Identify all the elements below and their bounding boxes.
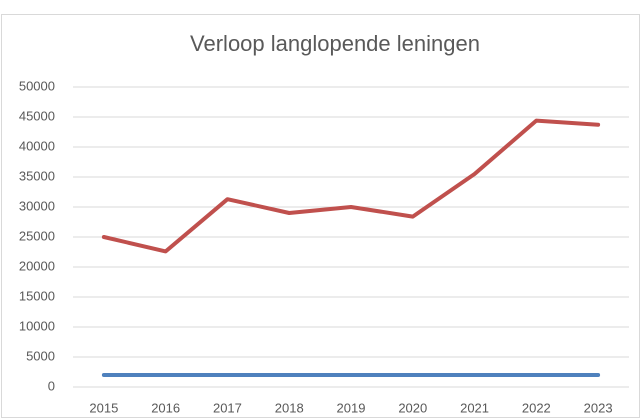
x-tick-label: 2020: [398, 400, 427, 415]
x-tick-label: 2015: [89, 400, 118, 415]
y-tick-label: 10000: [19, 318, 55, 333]
x-tick-label: 2019: [337, 400, 366, 415]
y-tick-label: 20000: [19, 258, 55, 273]
y-tick-label: 15000: [19, 288, 55, 303]
x-tick-label: 2018: [275, 400, 304, 415]
chart-title: Verloop langlopende leningen: [190, 31, 480, 56]
y-tick-label: 40000: [19, 138, 55, 153]
y-tick-label: 35000: [19, 168, 55, 183]
x-tick-label: 2023: [584, 400, 613, 415]
x-tick-label: 2021: [460, 400, 489, 415]
chart-frame: [1, 14, 640, 418]
x-tick-label: 2022: [522, 400, 551, 415]
y-tick-label: 0: [48, 378, 55, 393]
y-tick-label: 50000: [19, 78, 55, 93]
line-series: [101, 118, 601, 254]
y-tick-label: 25000: [19, 228, 55, 243]
x-tick-label: 2017: [213, 400, 242, 415]
y-tick-label: 5000: [26, 348, 55, 363]
y-tick-label: 45000: [19, 108, 55, 123]
y-tick-label: 30000: [19, 198, 55, 213]
x-tick-label: 2016: [151, 400, 180, 415]
